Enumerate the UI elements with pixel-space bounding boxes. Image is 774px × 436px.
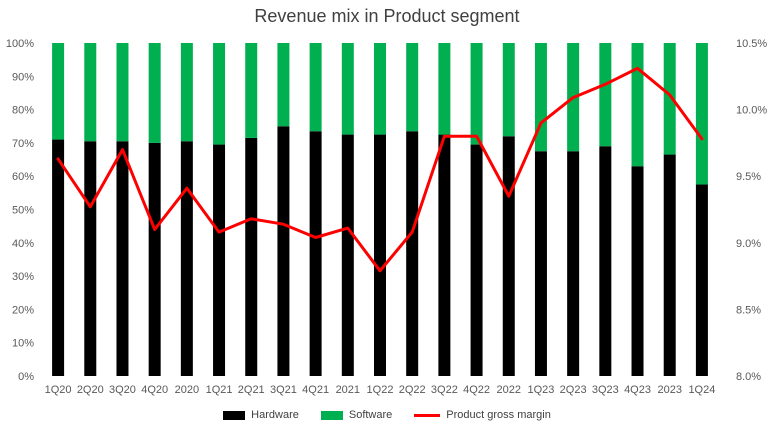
bar-software — [663, 43, 676, 155]
bar-hardware — [116, 141, 129, 376]
y-left-tick-label: 20% — [12, 304, 34, 316]
line-product-gross-margin — [56, 66, 704, 273]
bar-hardware — [631, 166, 644, 376]
bar-hardware — [52, 139, 65, 376]
bar-software — [470, 43, 483, 145]
x-tick-label: 4Q21 — [302, 384, 329, 396]
bar-hardware — [406, 131, 419, 376]
bar-software — [213, 43, 226, 145]
bar-hardware — [534, 151, 547, 376]
y-left-tick-label: 90% — [12, 71, 34, 83]
bar-software — [84, 43, 97, 142]
legend-label-software: Software — [348, 409, 393, 421]
legend-item-software: Software — [320, 409, 393, 421]
bar-software — [148, 43, 161, 143]
bar-hardware — [245, 137, 258, 376]
bar-software — [245, 43, 258, 138]
x-tick-label: 2Q22 — [399, 384, 426, 396]
bar-software — [277, 43, 290, 127]
x-tick-label: 2023 — [657, 384, 681, 396]
bar-software — [341, 43, 354, 135]
x-tick-label: 2022 — [497, 384, 521, 396]
bar-software — [599, 43, 612, 147]
bar-hardware — [84, 141, 97, 376]
y-left-tick-label: 70% — [12, 138, 34, 150]
y-left-tick-label: 50% — [12, 205, 34, 217]
legend-label-hardware: Hardware — [251, 409, 299, 421]
bar-software — [180, 43, 193, 142]
bar-hardware — [277, 126, 290, 376]
bar-software — [502, 43, 515, 137]
y-left-tick-label: 80% — [12, 105, 34, 117]
x-tick-label: 3Q21 — [270, 384, 297, 396]
bar-software — [309, 43, 322, 132]
bar-hardware — [567, 151, 580, 376]
x-tick-label: 1Q21 — [206, 384, 233, 396]
bar-software — [116, 43, 129, 142]
bar-hardware — [309, 131, 322, 376]
y-right-tick-label: 9.5% — [736, 171, 761, 183]
bar-software — [406, 43, 419, 132]
legend: Hardware Software Product gross margin — [0, 409, 774, 421]
x-tick-label: 2020 — [175, 384, 199, 396]
bar-software — [631, 43, 644, 167]
x-tick-label: 4Q23 — [624, 384, 651, 396]
bar-hardware — [695, 184, 708, 376]
x-tick-label: 3Q22 — [431, 384, 458, 396]
bar-software — [534, 43, 547, 152]
x-tick-label: 1Q22 — [367, 384, 394, 396]
legend-swatch-software — [320, 410, 343, 420]
legend-swatch-hardware — [223, 410, 246, 420]
bar-hardware — [470, 144, 483, 376]
x-tick-label: 2Q21 — [238, 384, 265, 396]
y-right-tick-label: 8.5% — [736, 304, 761, 316]
y-right-tick-label: 10.0% — [736, 105, 767, 117]
y-right-tick-label: 9.0% — [736, 238, 761, 250]
legend-swatch-gross-margin — [414, 413, 441, 417]
y-left-tick-label: 30% — [12, 271, 34, 283]
bar-hardware — [213, 144, 226, 376]
y-left-tick-label: 0% — [18, 371, 34, 383]
bar-hardware — [180, 141, 193, 376]
y-left-tick-label: 60% — [12, 171, 34, 183]
x-tick-label: 2Q20 — [77, 384, 104, 396]
chart-title: Revenue mix in Product segment — [254, 6, 520, 26]
x-tick-label: 2Q23 — [560, 384, 587, 396]
legend-item-gross-margin: Product gross margin — [414, 409, 551, 421]
x-tick-label: 4Q20 — [141, 384, 168, 396]
y-left-tick-label: 40% — [12, 238, 34, 250]
y-left-tick-label: 100% — [6, 38, 34, 50]
legend-item-hardware: Hardware — [223, 409, 299, 421]
y-right-tick-label: 10.5% — [736, 38, 767, 50]
x-tick-label: 1Q24 — [688, 384, 715, 396]
bar-hardware — [438, 134, 451, 376]
bar-software — [52, 43, 65, 140]
bar-software — [695, 43, 708, 185]
bar-software — [374, 43, 386, 135]
x-tick-label: 3Q23 — [592, 384, 619, 396]
bar-hardware — [599, 146, 612, 376]
bar-hardware — [502, 136, 515, 376]
bar-hardware — [148, 142, 161, 376]
x-tick-label: 2021 — [336, 384, 360, 396]
x-tick-label: 4Q22 — [463, 384, 490, 396]
bar-hardware — [663, 154, 676, 376]
x-tick-label: 3Q20 — [109, 384, 136, 396]
x-tick-label: 1Q23 — [527, 384, 554, 396]
y-left-tick-label: 10% — [12, 338, 34, 350]
bar-hardware — [341, 134, 354, 376]
bar-software — [438, 43, 451, 135]
bar-hardware — [374, 134, 386, 376]
legend-label-gross-margin: Product gross margin — [446, 409, 551, 421]
x-tick-label: 1Q20 — [45, 384, 72, 396]
y-right-tick-label: 8.0% — [736, 371, 761, 383]
